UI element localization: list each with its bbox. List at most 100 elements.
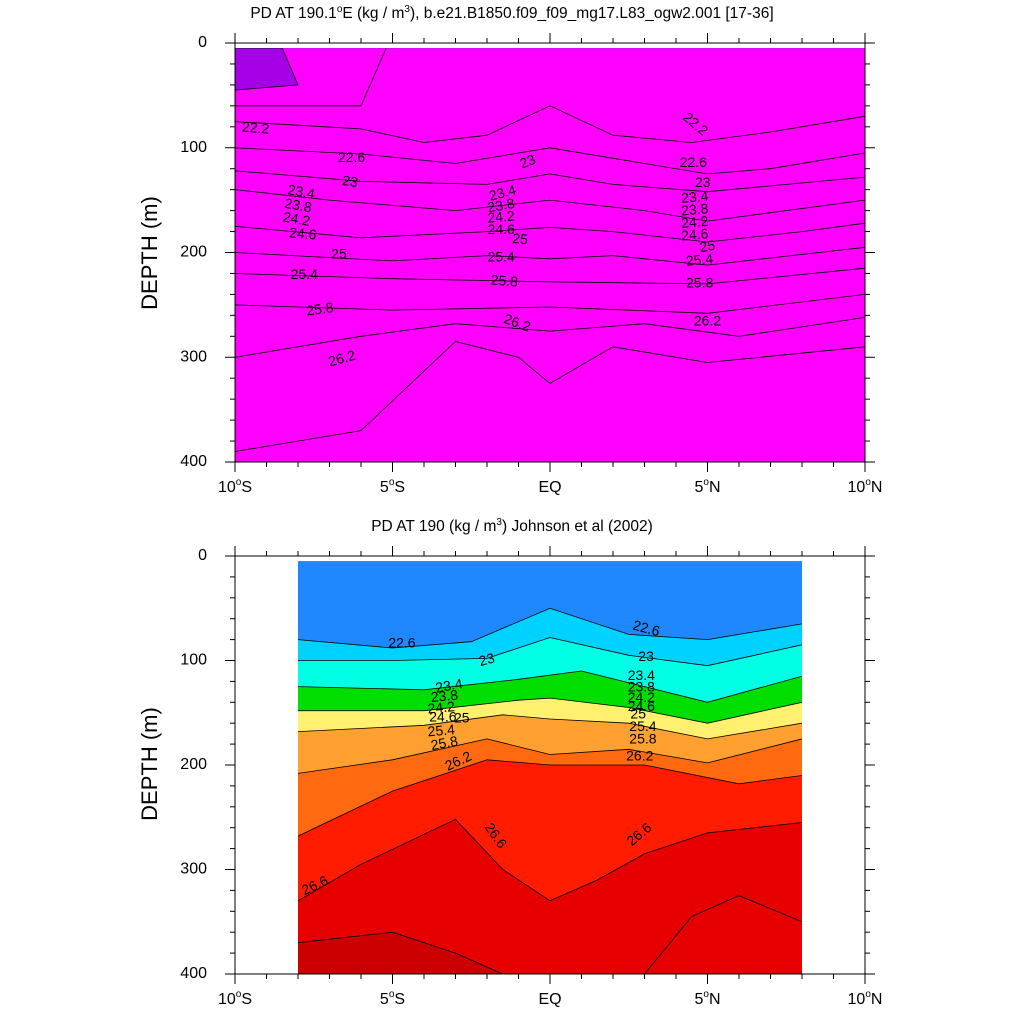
contour-label-model-22: 23 [695, 174, 711, 190]
contour-label-observed-15: 23.8 [628, 678, 655, 694]
contour-band-model-8 [235, 48, 865, 174]
x-tick-label-observed-4: 10oN [848, 989, 883, 1008]
contour-band-model-6 [235, 48, 865, 222]
panel-title-model-degree: o [336, 4, 343, 15]
contour-label-model-21: 22.6 [680, 154, 707, 170]
isoline-observed-5 [298, 738, 802, 774]
isoline-model-7 [235, 246, 865, 266]
isoline-observed-3 [298, 697, 802, 724]
isoline-observed-1 [298, 637, 802, 667]
contour-label-observed-20: 25.8 [629, 731, 656, 747]
y-tick-label-observed-1: 100 [180, 652, 207, 669]
contour-label-model-18: 25.8 [490, 271, 519, 289]
contour-label-model-2: 23 [341, 172, 359, 190]
isoline-observed-0 [298, 607, 802, 649]
contour-label-model-1: 22.6 [338, 149, 365, 165]
contour-band-model-9 [235, 48, 865, 143]
contour-label-observed-8: 25.8 [429, 733, 459, 754]
contour-label-observed-3: 23.8 [430, 687, 459, 705]
contour-label-observed-21: 26.2 [626, 747, 653, 763]
contour-label-observed-13: 23 [638, 648, 654, 664]
contour-band-observed-6 [298, 561, 802, 724]
contour-label-observed-9: 26.2 [442, 748, 474, 774]
contour-label-model-17: 25.4 [488, 248, 515, 264]
contour-label-model-12: 23.4 [487, 181, 518, 204]
x-tick-label-observed-1: 5oS [380, 989, 405, 1008]
isoline-model-0 [235, 48, 299, 91]
contour-band-model-11 [235, 48, 865, 463]
x-tick-label-model-2: EQ [538, 479, 561, 496]
contour-band-observed-7 [298, 561, 802, 703]
y-axis-label-observed: DEPTH (m) [137, 707, 162, 821]
contour-label-model-8: 25.4 [291, 266, 318, 282]
contour-label-model-15: 24.6 [488, 221, 515, 237]
isoline-observed-6 [298, 759, 802, 837]
isoline-model-9 [235, 294, 865, 314]
contour-band-model-5 [235, 48, 865, 242]
contour-label-model-19: 26.2 [502, 310, 533, 334]
contour-label-observed-14: 23.4 [628, 667, 655, 683]
contour-label-model-9: 25.8 [305, 299, 334, 319]
contour-label-observed-10: 26.6 [482, 820, 511, 852]
panel-title-observed: PD AT 190 (kg / m3) Johnson et al (2002) [0, 517, 1024, 536]
contour-label-model-0: 22.2 [241, 118, 270, 136]
contour-label-observed-16: 24.2 [628, 689, 655, 705]
contour-label-model-5: 24.2 [282, 209, 312, 230]
panel-title-observed-main: PD AT 190 (kg / m [371, 518, 497, 536]
x-tick-label-model-3: 5oN [694, 477, 720, 496]
y-tick-label-model-0: 0 [198, 34, 207, 51]
contour-label-model-6: 24.6 [289, 224, 318, 242]
contour-band-model-4 [235, 48, 865, 266]
contour-label-observed-17: 24.6 [628, 698, 655, 714]
isoline-observed-4 [298, 714, 802, 740]
isoline-model-1 [235, 48, 387, 107]
x-tick-label-observed-2: EQ [538, 991, 561, 1008]
contour-label-observed-2: 23.4 [434, 675, 464, 696]
contour-label-observed-19: 25.4 [629, 718, 656, 734]
contour-label-model-16: 25 [512, 230, 529, 247]
panel-title-observed-unit-power: 3 [496, 517, 502, 528]
contour-band-observed-3 [298, 561, 802, 837]
contour-label-model-11: 23 [517, 151, 538, 172]
contour-label-observed-0: 22.6 [388, 634, 415, 650]
panel-title-model: PD AT 190.1oE (kg / m3), b.e21.B1850.f09… [0, 4, 1024, 23]
contour-band-model-2 [235, 48, 865, 314]
isoline-model-11 [235, 341, 865, 452]
contour-label-model-25: 24.2 [681, 213, 710, 231]
x-tick-label-model-0: 10oS [218, 477, 252, 496]
y-tick-label-observed-4: 400 [180, 965, 207, 982]
x-tick-label-observed-3: 5oN [694, 989, 720, 1008]
contour-label-model-28: 25.4 [685, 250, 714, 268]
contour-label-model-30: 26.2 [694, 312, 721, 328]
contour-label-observed-1: 23 [477, 649, 496, 669]
contour-band-model-7 [235, 48, 865, 192]
contour-label-model-26: 24.6 [681, 225, 710, 243]
contour-label-observed-4: 24.2 [427, 698, 456, 716]
contour-label-model-29: 25.8 [686, 275, 713, 291]
panel-title-model-mid: E (kg / m [342, 5, 405, 23]
y-tick-label-model-2: 200 [180, 244, 207, 261]
isoline-model-2 [235, 105, 865, 143]
contour-band-observed-5 [298, 561, 802, 739]
contour-band-observed-4 [298, 561, 802, 774]
contour-label-observed-18: 25 [630, 706, 646, 722]
contour-label-observed-7: 25.4 [427, 721, 456, 739]
contour-label-observed-6: 25 [454, 710, 470, 726]
contour-band-observed-1 [298, 561, 802, 974]
isoline-observed-9 [644, 895, 802, 974]
contour-label-model-10: 26.2 [327, 347, 358, 370]
contour-band-model-0 [235, 48, 865, 452]
y-tick-label-model-3: 300 [180, 348, 207, 365]
contour-label-model-7: 25 [331, 245, 347, 261]
contour-band-observed-0 [298, 561, 802, 974]
contour-label-model-4: 23.8 [283, 195, 313, 216]
isoline-model-4 [235, 170, 865, 193]
isoline-model-8 [235, 267, 865, 285]
contour-band-observed-2 [298, 561, 802, 901]
contour-band-model-10 [235, 48, 865, 463]
contour-label-observed-12: 22.6 [631, 617, 662, 640]
contour-label-observed-22: 26.6 [623, 819, 654, 849]
y-tick-label-observed-0: 0 [198, 547, 207, 564]
